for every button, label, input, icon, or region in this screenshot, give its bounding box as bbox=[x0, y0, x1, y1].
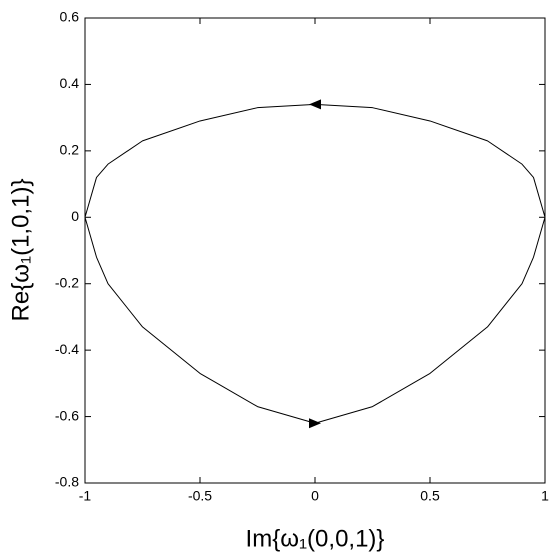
x-tick-label: -1 bbox=[79, 488, 92, 504]
x-tick-label: 1 bbox=[541, 488, 549, 504]
direction-arrow bbox=[309, 418, 321, 429]
y-tick-label: -0.4 bbox=[55, 341, 79, 357]
x-tick-label: 0 bbox=[311, 488, 319, 504]
y-tick-label: 0.4 bbox=[60, 75, 80, 91]
x-axis-label: Im{ω₁(0,0,1)} bbox=[246, 525, 385, 552]
y-tick-label: -0.2 bbox=[55, 274, 79, 290]
curve bbox=[84, 103, 546, 424]
y-tick-label: 0.2 bbox=[60, 142, 80, 158]
plot-frame bbox=[84, 17, 546, 484]
y-axis-label: Re{ω₁(1,0,1)} bbox=[7, 179, 34, 322]
y-tick-label: -0.6 bbox=[55, 407, 79, 423]
y-tick-label: 0 bbox=[71, 208, 79, 224]
y-tick-label: -0.8 bbox=[55, 474, 79, 490]
x-tick-label: 0.5 bbox=[420, 488, 440, 504]
x-tick-label: -0.5 bbox=[188, 488, 212, 504]
direction-arrow bbox=[309, 99, 321, 110]
y-tick-label: 0.6 bbox=[60, 9, 80, 25]
